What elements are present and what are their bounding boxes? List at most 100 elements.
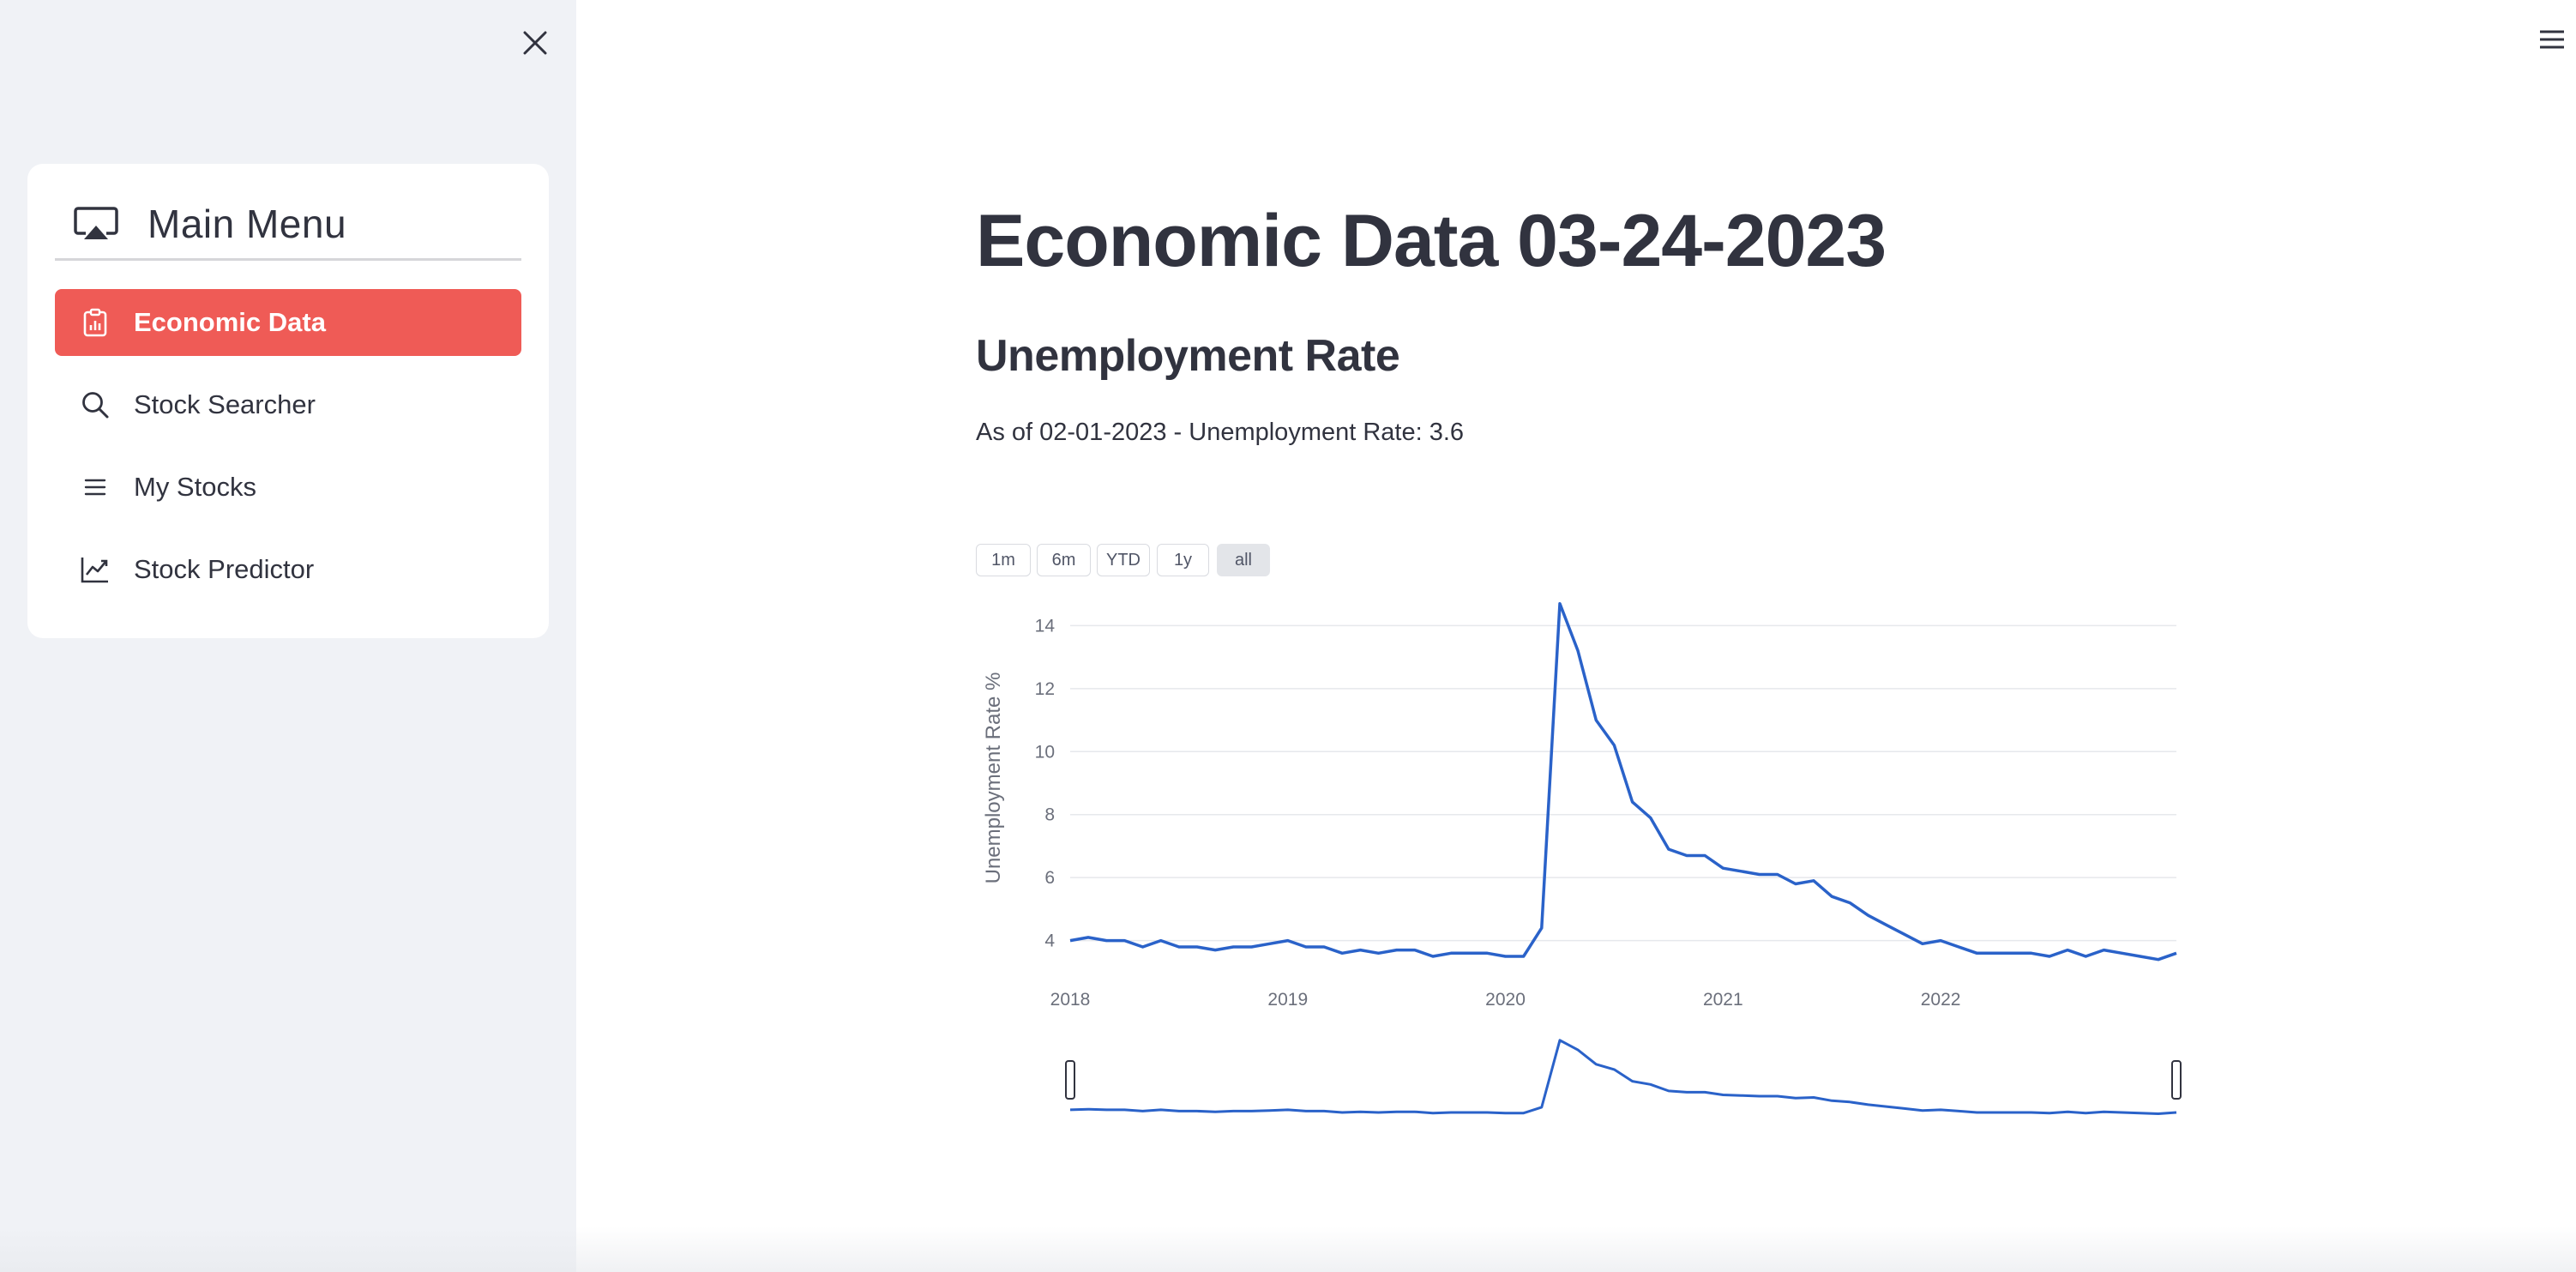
data-point[interactable] xyxy=(1538,925,1545,931)
data-point[interactable] xyxy=(1810,877,1817,884)
data-point[interactable] xyxy=(1466,949,1472,956)
y-axis-label: Unemployment Rate % xyxy=(982,672,1005,884)
range-slider-right-handle[interactable] xyxy=(2171,1060,2182,1100)
y-tick-label: 4 xyxy=(1044,931,1055,951)
data-point[interactable] xyxy=(1140,943,1147,950)
range-button-all[interactable]: all xyxy=(1217,544,1270,576)
y-tick-label: 14 xyxy=(1035,616,1056,636)
main-menu-header: Main Menu xyxy=(55,190,521,261)
data-point[interactable] xyxy=(1647,814,1654,821)
data-point[interactable] xyxy=(1067,937,1074,944)
sidebar-item-my-stocks[interactable]: My Stocks xyxy=(55,454,521,521)
x-tick-label: 2019 xyxy=(1267,990,1308,1010)
data-point[interactable] xyxy=(1212,947,1219,954)
data-point[interactable] xyxy=(1937,937,1944,944)
data-point[interactable] xyxy=(1285,937,1291,944)
data-point[interactable] xyxy=(1864,912,1871,919)
y-tick-label: 12 xyxy=(1035,679,1055,699)
range-button-6m[interactable]: 6m xyxy=(1037,544,1091,576)
data-point[interactable] xyxy=(1429,953,1436,960)
sidebar-item-stock-predictor[interactable]: Stock Predictor xyxy=(55,536,521,603)
data-point[interactable] xyxy=(1828,893,1835,900)
data-point[interactable] xyxy=(1121,937,1128,944)
data-point[interactable] xyxy=(2082,953,2089,960)
data-point[interactable] xyxy=(2119,949,2126,956)
data-point[interactable] xyxy=(1610,742,1617,749)
data-point[interactable] xyxy=(1756,871,1763,878)
data-point[interactable] xyxy=(1502,953,1509,960)
data-point[interactable] xyxy=(2173,949,2180,956)
data-point[interactable] xyxy=(1248,943,1255,950)
data-point[interactable] xyxy=(2155,956,2162,963)
data-point[interactable] xyxy=(1484,949,1490,956)
data-point[interactable] xyxy=(1447,949,1454,956)
main-menu-button[interactable] xyxy=(2535,22,2569,57)
data-point[interactable] xyxy=(1339,949,1345,956)
data-point[interactable] xyxy=(1992,949,1999,956)
hamburger-icon xyxy=(2540,30,2564,49)
data-point[interactable] xyxy=(1303,943,1309,950)
range-button-1m[interactable]: 1m xyxy=(976,544,1031,576)
data-point[interactable] xyxy=(1393,947,1400,954)
sidebar-item-label: My Stocks xyxy=(134,472,256,502)
range-button-1y[interactable]: 1y xyxy=(1157,544,1209,576)
y-tick-label: 6 xyxy=(1044,868,1055,888)
data-point[interactable] xyxy=(1665,846,1672,853)
data-point[interactable] xyxy=(1901,931,1908,937)
data-point[interactable] xyxy=(1520,953,1527,960)
data-point[interactable] xyxy=(1737,868,1744,875)
list-icon xyxy=(84,479,106,496)
page-title: Economic Data 03-24-2023 xyxy=(976,200,1887,282)
data-point[interactable] xyxy=(1846,900,1853,907)
data-point[interactable] xyxy=(1230,943,1237,950)
data-point[interactable] xyxy=(1556,600,1563,607)
main-menu-title: Main Menu xyxy=(147,202,347,246)
data-point[interactable] xyxy=(1375,949,1382,956)
data-point[interactable] xyxy=(1774,871,1781,878)
sidebar-item-stock-searcher[interactable]: Stock Searcher xyxy=(55,371,521,438)
data-point[interactable] xyxy=(2046,953,2053,960)
data-point[interactable] xyxy=(1973,949,1980,956)
data-point[interactable] xyxy=(1919,940,1926,947)
close-sidebar-button[interactable] xyxy=(515,22,556,63)
data-point[interactable] xyxy=(1883,921,1890,928)
sidebar-item-economic-data[interactable]: Economic Data xyxy=(55,289,521,356)
range-slider-background[interactable] xyxy=(1070,1051,2176,1119)
data-point[interactable] xyxy=(2010,949,2017,956)
data-point[interactable] xyxy=(2064,947,2071,954)
data-point[interactable] xyxy=(1629,799,1636,805)
search-icon xyxy=(82,392,109,419)
data-point[interactable] xyxy=(1411,947,1418,954)
y-tick-label: 8 xyxy=(1044,805,1055,825)
unemployment-series-line xyxy=(1069,601,2177,962)
data-point[interactable] xyxy=(1321,943,1327,950)
data-point[interactable] xyxy=(2100,947,2107,954)
main-menu-card: Main Menu Economic Data S xyxy=(27,164,549,638)
y-tick-label: 10 xyxy=(1035,742,1055,762)
data-point[interactable] xyxy=(1574,648,1581,654)
range-slider-left-handle[interactable] xyxy=(1065,1060,1075,1100)
data-point[interactable] xyxy=(1955,943,1962,950)
data-point[interactable] xyxy=(1719,865,1726,871)
data-point[interactable] xyxy=(1592,717,1599,724)
data-point[interactable] xyxy=(1267,940,1273,947)
range-slider-series-line xyxy=(1069,1039,2177,1115)
data-point[interactable] xyxy=(2137,953,2144,960)
data-point[interactable] xyxy=(2028,949,2035,956)
data-point[interactable] xyxy=(1357,947,1363,954)
data-point[interactable] xyxy=(1194,943,1201,950)
data-point[interactable] xyxy=(1158,937,1165,944)
close-icon xyxy=(523,31,547,55)
data-point[interactable] xyxy=(1701,852,1708,859)
sidebar: Main Menu Economic Data S xyxy=(0,0,576,1272)
sidebar-item-label: Economic Data xyxy=(134,307,326,337)
data-point[interactable] xyxy=(1792,881,1799,888)
data-point[interactable] xyxy=(1085,934,1092,941)
x-tick-label: 2020 xyxy=(1485,990,1526,1010)
data-point[interactable] xyxy=(1176,943,1183,950)
sidebar-item-label: Stock Searcher xyxy=(134,389,316,419)
range-button-ytd[interactable]: YTD xyxy=(1097,544,1150,576)
data-point[interactable] xyxy=(1683,852,1690,859)
data-point[interactable] xyxy=(1103,937,1110,944)
